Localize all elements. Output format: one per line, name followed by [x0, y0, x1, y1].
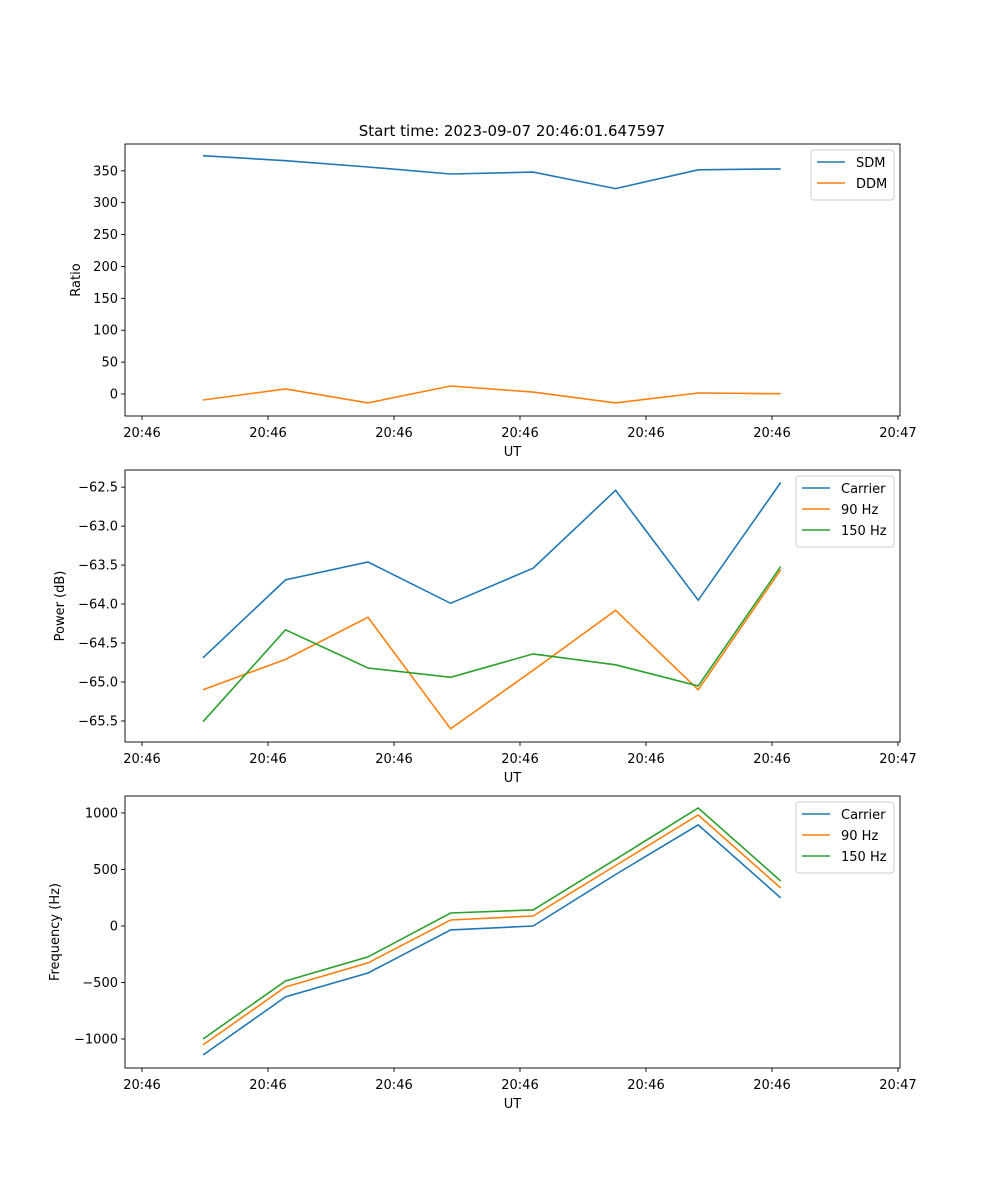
y-tick-label: −63.5 [78, 559, 118, 574]
legend: Carrier 90 Hz 150 Hz [795, 475, 895, 548]
x-tick-label: 20:46 [501, 426, 538, 441]
y-axis-label: Frequency (Hz) [48, 883, 63, 981]
series-line-carrier [202, 482, 782, 659]
series-line-ddm [202, 385, 781, 404]
x-tick-label: 20:46 [501, 752, 538, 767]
y-tick-label: 200 [93, 260, 118, 275]
y-tick-label: 0 [110, 387, 118, 402]
legend: SDM DDM [810, 149, 895, 201]
x-tick-label: 20:47 [879, 1078, 916, 1093]
x-tick-label: 20:46 [753, 752, 790, 767]
y-tick-label: 300 [93, 196, 118, 211]
y-tick-label: 50 [101, 356, 118, 371]
y-tick-label: −63.0 [78, 520, 118, 535]
series-line-90-hz [202, 569, 782, 730]
y-tick-label: −64.5 [78, 637, 118, 652]
legend-label: Carrier [841, 808, 886, 823]
y-tick-label: −500 [82, 976, 118, 991]
y-tick-label: −1000 [74, 1032, 118, 1047]
series-line-carrier [202, 823, 782, 1056]
y-tick-label: 350 [93, 164, 118, 179]
y-tick-label: 250 [93, 228, 118, 243]
x-tick-label: 20:46 [627, 752, 664, 767]
y-tick-label: 1000 [85, 806, 118, 821]
x-tick-label: 20:46 [627, 1078, 664, 1093]
y-tick-label: −65.5 [78, 714, 118, 729]
subplot-2: 20:46 20:46 20:46 20:46 20:46 20:46 20:47 −65.5… [53, 469, 917, 786]
axes-frame [124, 469, 901, 743]
x-tick-label: 20:46 [627, 426, 664, 441]
x-tick-label: 20:46 [123, 1078, 160, 1093]
x-tick-label: 20:46 [249, 752, 286, 767]
subplot-3: 20:46 20:46 20:46 20:46 20:46 20:46 20:47 −1000… [48, 795, 917, 1112]
x-tick-label: 20:46 [123, 752, 160, 767]
y-tick-label: 100 [93, 324, 118, 339]
y-tick-label: 150 [93, 292, 118, 307]
y-tick-label: −62.5 [78, 481, 118, 496]
legend: Carrier 90 Hz 150 Hz [795, 801, 895, 874]
series-line-sdm [202, 154, 781, 190]
series-line-150-hz [202, 566, 782, 723]
y-tick-label: −65.0 [78, 675, 118, 690]
x-axis-label: UT [504, 445, 522, 460]
x-axis-label: UT [504, 1097, 522, 1112]
axes-frame [124, 795, 901, 1069]
x-tick-label: 20:46 [375, 752, 412, 767]
legend-label: Carrier [841, 482, 886, 497]
legend-label: 90 Hz [841, 829, 878, 844]
y-axis-label: Ratio [69, 263, 84, 296]
x-tick-label: 20:46 [375, 426, 412, 441]
y-tick-label: −64.0 [78, 598, 118, 613]
x-tick-label: 20:47 [879, 752, 916, 767]
x-tick-label: 20:46 [753, 1078, 790, 1093]
chart-title: Start time: 2023-09-07 20:46:01.647597 [359, 122, 665, 140]
legend-label: 150 Hz [841, 850, 887, 865]
y-tick-label: 0 [110, 919, 118, 934]
x-tick-label: 20:46 [501, 1078, 538, 1093]
legend-label: 150 Hz [841, 524, 887, 539]
subplot-1: 20:46 20:46 20:46 20:46 20:46 20:46 20:47 0 50 10… [69, 143, 917, 460]
legend-label: SDM [856, 156, 885, 171]
axes-frame [124, 143, 901, 417]
x-tick-label: 20:46 [123, 426, 160, 441]
legend-label: 90 Hz [841, 503, 878, 518]
series-line-90-hz [202, 814, 782, 1046]
x-tick-label: 20:46 [249, 1078, 286, 1093]
x-axis-label: UT [504, 771, 522, 786]
y-tick-label: 500 [93, 863, 118, 878]
y-axis-label: Power (dB) [53, 571, 68, 642]
legend-label: DDM [856, 177, 887, 192]
x-tick-label: 20:47 [879, 426, 916, 441]
x-tick-label: 20:46 [249, 426, 286, 441]
series-line-150-hz [202, 807, 782, 1040]
x-tick-label: 20:46 [753, 426, 790, 441]
x-tick-label: 20:46 [375, 1078, 412, 1093]
